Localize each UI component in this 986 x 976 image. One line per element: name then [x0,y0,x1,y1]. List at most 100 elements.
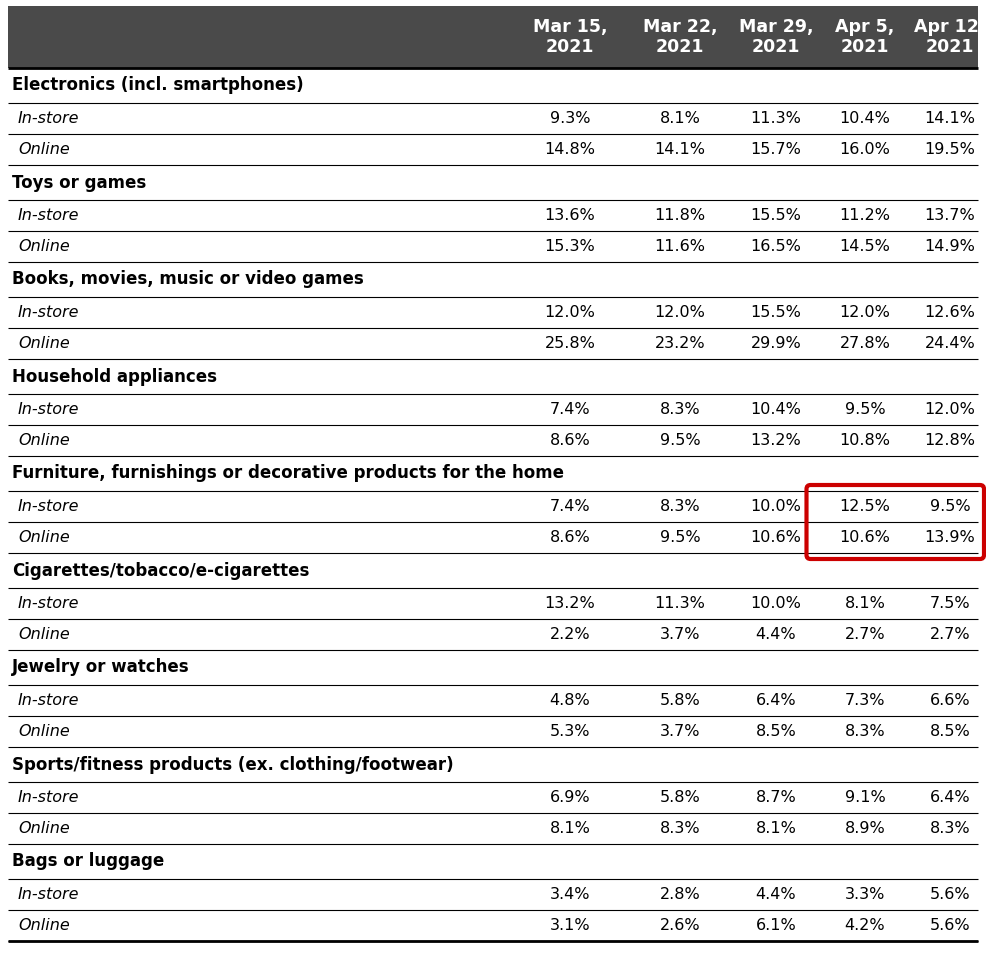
Text: 9.3%: 9.3% [550,111,591,126]
Text: 3.7%: 3.7% [660,724,700,739]
Text: 5.6%: 5.6% [930,887,970,902]
Text: 10.4%: 10.4% [839,111,890,126]
Text: 10.8%: 10.8% [839,433,890,448]
Text: 8.7%: 8.7% [755,790,797,805]
Text: 23.2%: 23.2% [655,336,705,351]
Text: In-store: In-store [18,305,80,320]
Text: In-store: In-store [18,596,80,611]
Text: 6.9%: 6.9% [549,790,591,805]
Text: 6.4%: 6.4% [930,790,970,805]
Text: Household appliances: Household appliances [12,368,217,386]
Text: In-store: In-store [18,499,80,514]
Text: 15.5%: 15.5% [750,305,802,320]
Text: Apr 12,
2021: Apr 12, 2021 [914,18,986,57]
Text: 9.1%: 9.1% [845,790,885,805]
Text: 10.4%: 10.4% [750,402,802,417]
Text: 8.3%: 8.3% [660,402,700,417]
Text: 7.4%: 7.4% [549,499,591,514]
Text: Toys or games: Toys or games [12,174,146,191]
Text: 3.7%: 3.7% [660,627,700,642]
Text: 8.1%: 8.1% [845,596,885,611]
Text: Online: Online [18,239,70,254]
Text: 8.5%: 8.5% [755,724,797,739]
Text: 14.1%: 14.1% [925,111,975,126]
Text: 8.5%: 8.5% [930,724,970,739]
Text: 8.3%: 8.3% [660,821,700,836]
Text: 12.0%: 12.0% [839,305,890,320]
Text: 10.6%: 10.6% [750,530,802,545]
Text: 5.3%: 5.3% [550,724,591,739]
Text: Mar 22,
2021: Mar 22, 2021 [643,18,717,57]
Text: 8.3%: 8.3% [845,724,885,739]
Text: 10.6%: 10.6% [839,530,890,545]
Text: 2.7%: 2.7% [845,627,885,642]
Text: Online: Online [18,336,70,351]
Text: Apr 5,
2021: Apr 5, 2021 [835,18,894,57]
Text: In-store: In-store [18,402,80,417]
Text: In-store: In-store [18,790,80,805]
Text: 10.0%: 10.0% [750,499,802,514]
Text: 2.6%: 2.6% [660,918,700,933]
Text: 6.6%: 6.6% [930,693,970,708]
Text: 7.4%: 7.4% [549,402,591,417]
Text: 16.0%: 16.0% [839,142,890,157]
Text: 29.9%: 29.9% [750,336,802,351]
Text: 16.5%: 16.5% [750,239,802,254]
Text: 8.6%: 8.6% [549,530,591,545]
Text: 14.1%: 14.1% [655,142,706,157]
Text: Online: Online [18,433,70,448]
Text: 13.2%: 13.2% [750,433,802,448]
Text: 5.8%: 5.8% [660,693,700,708]
Text: 13.6%: 13.6% [544,208,596,223]
Text: 7.5%: 7.5% [930,596,970,611]
Text: Cigarettes/tobacco/e-cigarettes: Cigarettes/tobacco/e-cigarettes [12,561,310,580]
Text: 4.4%: 4.4% [755,627,797,642]
Text: 11.2%: 11.2% [839,208,890,223]
Text: 14.9%: 14.9% [925,239,975,254]
Text: 25.8%: 25.8% [544,336,596,351]
Text: 12.0%: 12.0% [655,305,705,320]
Text: 11.3%: 11.3% [750,111,802,126]
Text: 11.6%: 11.6% [655,239,706,254]
Text: 5.6%: 5.6% [930,918,970,933]
Text: Online: Online [18,724,70,739]
Text: 6.1%: 6.1% [755,918,797,933]
Text: 2.2%: 2.2% [549,627,591,642]
Text: Online: Online [18,530,70,545]
Text: In-store: In-store [18,887,80,902]
Text: 15.3%: 15.3% [544,239,596,254]
Text: Online: Online [18,627,70,642]
Text: 14.5%: 14.5% [839,239,890,254]
Text: 6.4%: 6.4% [755,693,797,708]
Text: 13.9%: 13.9% [925,530,975,545]
Text: 13.7%: 13.7% [925,208,975,223]
Text: 11.8%: 11.8% [655,208,706,223]
Text: Sports/fitness products (ex. clothing/footwear): Sports/fitness products (ex. clothing/fo… [12,755,454,774]
Text: Electronics (incl. smartphones): Electronics (incl. smartphones) [12,76,304,95]
Text: Jewelry or watches: Jewelry or watches [12,659,189,676]
Text: 3.4%: 3.4% [550,887,591,902]
Text: 15.7%: 15.7% [750,142,802,157]
Text: 8.1%: 8.1% [660,111,700,126]
Text: 19.5%: 19.5% [925,142,975,157]
Text: 12.8%: 12.8% [925,433,975,448]
Text: 7.3%: 7.3% [845,693,885,708]
Text: 4.8%: 4.8% [549,693,591,708]
Text: Online: Online [18,918,70,933]
Text: 12.6%: 12.6% [925,305,975,320]
Text: 14.8%: 14.8% [544,142,596,157]
Text: In-store: In-store [18,111,80,126]
Text: 8.6%: 8.6% [549,433,591,448]
Text: 9.5%: 9.5% [660,433,700,448]
Text: 8.3%: 8.3% [930,821,970,836]
Text: 9.5%: 9.5% [845,402,885,417]
Text: 24.4%: 24.4% [925,336,975,351]
Text: 10.0%: 10.0% [750,596,802,611]
Text: 12.0%: 12.0% [925,402,975,417]
Text: Mar 29,
2021: Mar 29, 2021 [739,18,813,57]
Text: Online: Online [18,821,70,836]
Text: 9.5%: 9.5% [930,499,970,514]
Text: Bags or luggage: Bags or luggage [12,852,165,871]
Text: 3.1%: 3.1% [549,918,591,933]
Text: Furniture, furnishings or decorative products for the home: Furniture, furnishings or decorative pro… [12,465,564,482]
